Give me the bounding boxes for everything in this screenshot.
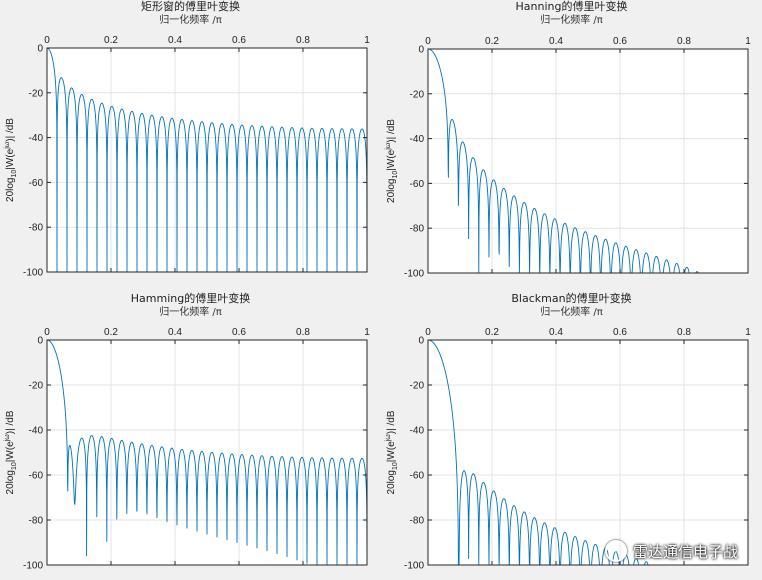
- y-axis-label-part: 20log: [5, 178, 16, 202]
- x-tick-label: 0.8: [296, 35, 310, 46]
- y-axis-label-part: 10: [11, 462, 18, 470]
- y-tick-label: -20: [410, 381, 425, 392]
- x-tick-label: 0.8: [296, 327, 310, 338]
- y-axis-label-part: 20log: [386, 470, 397, 494]
- y-tick-label: -80: [410, 224, 425, 235]
- x-tick-label: 0.6: [232, 327, 246, 338]
- y-tick-label: -40: [29, 133, 44, 144]
- x-axis-label: 归一化频率 /π: [159, 15, 222, 26]
- y-axis-label-part: |W(e: [386, 149, 397, 170]
- y-axis-label-part: jω: [4, 141, 11, 150]
- y-tick-label: -100: [404, 269, 424, 280]
- x-axis-label: 归一化频率 /π: [159, 307, 222, 318]
- chart-plot-rectangular: 0 0.2 0.4 0.6 0.8 10-20-40-60-80-10020log10|W…: [4, 35, 370, 279]
- y-tick-label: 0: [37, 336, 43, 347]
- y-tick-label: -80: [29, 516, 44, 527]
- x-tick-label: 0.8: [677, 327, 691, 338]
- y-tick-label: 0: [418, 45, 424, 56]
- x-tick-label: 0.6: [613, 327, 627, 338]
- y-axis-label-part: jω: [385, 142, 392, 151]
- y-tick-label: -100: [404, 561, 424, 572]
- y-axis-label-part: |W(e: [5, 441, 16, 462]
- x-tick-label: 0.2: [485, 36, 499, 47]
- x-tick-label: 0.6: [613, 36, 627, 47]
- series-group: [46, 339, 368, 566]
- plot-area: [428, 340, 748, 565]
- y-tick-label: -80: [410, 516, 425, 527]
- y-tick-label: 0: [37, 44, 43, 55]
- x-tick-label: 0.2: [104, 327, 118, 338]
- x-tick-label: 0.2: [104, 35, 118, 46]
- chart-title: Hanning的傅里叶变换: [515, 0, 628, 13]
- x-tick-label: 1: [745, 327, 751, 338]
- plot-area: [428, 49, 748, 273]
- y-axis-label-part: 10: [11, 170, 18, 178]
- axes-box: [427, 48, 749, 274]
- watermark-text: 雷达通信电子战: [632, 542, 738, 561]
- y-axis-label-part: jω: [4, 434, 11, 443]
- watermark: 雷达通信电子战: [604, 540, 738, 562]
- y-axis-label-part: 10: [392, 171, 399, 179]
- y-axis-label-part: |W(e: [5, 148, 16, 169]
- y-axis-label: 20log10|W(ejω)| /dB: [385, 119, 399, 203]
- x-tick-label: 1: [364, 35, 370, 46]
- x-tick-label: 0: [425, 36, 431, 47]
- axes-box: [46, 339, 368, 566]
- y-axis-label: 20log10|W(ejω)| /dB: [4, 118, 18, 202]
- x-tick-label: 0: [44, 35, 50, 46]
- x-tick-label: 0.4: [168, 35, 182, 46]
- chart-plot-blackman: 0 0.2 0.4 0.6 0.8 10-20-40-60-80-10020log10|W…: [385, 327, 751, 572]
- y-axis-label-part: 20log: [5, 470, 16, 494]
- chart-plot-hamming: 0 0.2 0.4 0.6 0.8 10-20-40-60-80-10020log10|W…: [4, 327, 370, 572]
- x-tick-label: 0.2: [485, 327, 499, 338]
- y-tick-label: -60: [29, 178, 44, 189]
- x-tick-label: 0: [44, 327, 50, 338]
- y-tick-label: -40: [410, 426, 425, 437]
- x-tick-label: 0: [425, 327, 431, 338]
- y-axis-label-part: )| /dB: [5, 410, 16, 434]
- chart-panel-rectangular: 矩形窗的傅里叶变换 归一化频率 /π 0 0.2 0.4 0.6 0.8 1 0 -20 -40…: [0, 0, 381, 290]
- y-tick-label: -80: [29, 223, 44, 234]
- chart-panel-hamming: Hamming的傅里叶变换 归一化频率 /π 0 0.2 0.4 0.6 0.8 1 0 -2…: [0, 290, 381, 580]
- x-tick-label: 0.4: [168, 327, 182, 338]
- y-axis-label-part: |W(e: [386, 441, 397, 462]
- y-tick-label: -60: [410, 179, 425, 190]
- x-tick-label: 0.4: [549, 36, 563, 47]
- y-tick-label: -100: [23, 561, 43, 572]
- y-axis-label-part: )| /dB: [386, 119, 397, 143]
- chart-title: 矩形窗的傅里叶变换: [141, 0, 240, 13]
- y-axis-label-part: )| /dB: [386, 410, 397, 434]
- wechat-icon: [604, 540, 627, 562]
- x-axis-label: 归一化频率 /π: [540, 307, 603, 318]
- y-axis-label-part: jω: [385, 434, 392, 443]
- y-axis-label-part: 20log: [386, 179, 397, 203]
- x-tick-label: 1: [745, 36, 751, 47]
- chart-plot-hanning: 0 0.2 0.4 0.6 0.8 10-20-40-60-80-10020log10|W…: [385, 36, 751, 280]
- y-tick-label: -40: [29, 426, 44, 437]
- series-line: [46, 339, 368, 566]
- x-tick-label: 1: [364, 327, 370, 338]
- y-axis-label: 20log10|W(ejω)| /dB: [4, 410, 18, 494]
- chart-panel-hanning: Hanning的傅里叶变换 归一化频率 /π 0 0.2 0.4 0.6 0.8 1 0 -2…: [381, 0, 762, 290]
- x-tick-label: 0.6: [232, 35, 246, 46]
- chart-title: Hamming的傅里叶变换: [130, 292, 251, 305]
- x-tick-label: 0.4: [549, 327, 563, 338]
- x-axis-label: 归一化频率 /π: [540, 15, 603, 26]
- y-axis-label-part: )| /dB: [5, 118, 16, 142]
- y-tick-label: 0: [418, 336, 424, 347]
- chart-title: Blackman的傅里叶变换: [511, 292, 632, 305]
- y-axis-label-part: 10: [392, 462, 399, 470]
- y-tick-label: -20: [29, 381, 44, 392]
- y-axis-label: 20log10|W(ejω)| /dB: [385, 410, 399, 494]
- x-tick-label: 0.8: [677, 36, 691, 47]
- y-tick-label: -60: [29, 471, 44, 482]
- y-tick-label: -20: [29, 88, 44, 99]
- axes-box: [46, 47, 368, 273]
- axes-box: [427, 339, 749, 566]
- y-tick-label: -60: [410, 471, 425, 482]
- y-tick-label: -20: [410, 89, 425, 100]
- y-tick-label: -40: [410, 134, 425, 145]
- y-tick-label: -100: [23, 268, 43, 279]
- chart-panel-blackman: Blackman的傅里叶变换 归一化频率 /π 0 0.2 0.4 0.6 0.8 1 0-…: [381, 290, 762, 580]
